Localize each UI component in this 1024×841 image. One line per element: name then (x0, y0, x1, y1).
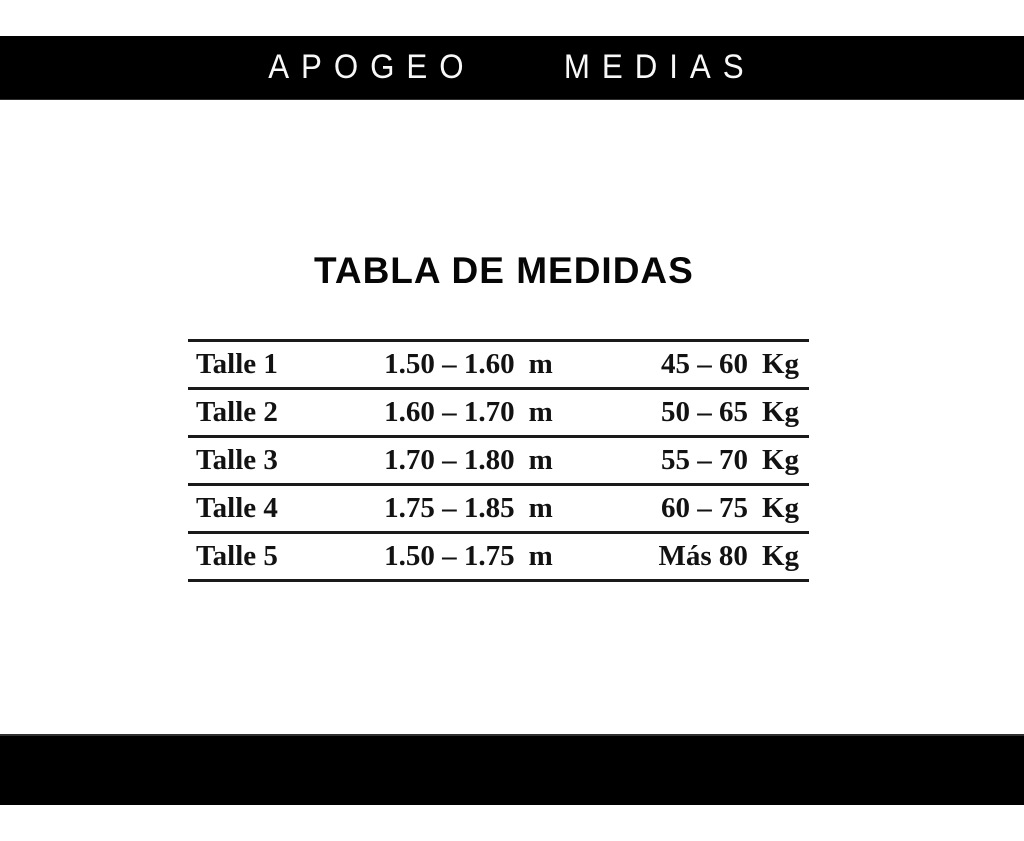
weight-cell: Más 80 Kg (569, 540, 809, 573)
weight-range: Más 80 (658, 540, 748, 572)
height-cell: 1.75 – 1.85 m (368, 492, 569, 525)
table-row: Talle 5 1.50 – 1.75 m Más 80 Kg (188, 531, 809, 579)
table-row: Talle 4 1.75 – 1.85 m 60 – 75 Kg (188, 483, 809, 531)
weight-range: 55 – 70 (660, 444, 748, 476)
height-cell: 1.50 – 1.60 m (368, 348, 569, 381)
weight-cell: 50 – 65 Kg (569, 396, 809, 429)
weight-range: 50 – 65 (660, 396, 748, 428)
height-cell: 1.70 – 1.80 m (368, 444, 569, 477)
height-unit: m (528, 540, 553, 572)
height-unit: m (528, 444, 553, 476)
weight-range: 60 – 75 (660, 492, 748, 524)
table-row: Talle 2 1.60 – 1.70 m 50 – 65 Kg (188, 387, 809, 435)
height-range: 1.50 – 1.60 (384, 348, 515, 380)
height-unit: m (528, 348, 553, 380)
height-range: 1.50 – 1.75 (384, 540, 515, 572)
page-title: TABLA DE MEDIDAS (314, 250, 694, 291)
brand-word-apogeo: APOGEO (268, 48, 476, 86)
size-label: Talle 1 (196, 348, 278, 380)
height-cell: 1.60 – 1.70 m (368, 396, 569, 429)
weight-cell: 60 – 75 Kg (569, 492, 809, 525)
weight-range: 45 – 60 (660, 348, 748, 380)
height-range: 1.70 – 1.80 (384, 444, 515, 476)
size-label: Talle 3 (196, 444, 278, 476)
height-range: 1.60 – 1.70 (384, 396, 515, 428)
weight-unit: Kg (761, 492, 799, 524)
height-unit: m (528, 492, 553, 524)
table-row: Talle 1 1.50 – 1.60 m 45 – 60 Kg (188, 339, 809, 387)
height-unit: m (528, 396, 553, 428)
size-label: Talle 5 (196, 540, 278, 572)
brand-header-bar: APOGEO MEDIAS (0, 36, 1024, 100)
weight-unit: Kg (761, 444, 799, 476)
size-table: Talle 1 1.50 – 1.60 m 45 – 60 Kg Talle 2 1… (188, 339, 809, 582)
brand-text: APOGEO MEDIAS (268, 48, 755, 87)
size-label: Talle 4 (196, 492, 278, 524)
weight-unit: Kg (761, 540, 799, 572)
height-cell: 1.50 – 1.75 m (368, 540, 569, 573)
weight-cell: 55 – 70 Kg (569, 444, 809, 477)
footer-bar (0, 734, 1024, 805)
brand-word-medias: MEDIAS (563, 48, 756, 86)
height-range: 1.75 – 1.85 (384, 492, 515, 524)
size-label: Talle 2 (196, 396, 278, 428)
weight-unit: Kg (761, 396, 799, 428)
weight-unit: Kg (761, 348, 799, 380)
weight-cell: 45 – 60 Kg (569, 348, 809, 381)
table-row: Talle 3 1.70 – 1.80 m 55 – 70 Kg (188, 435, 809, 483)
